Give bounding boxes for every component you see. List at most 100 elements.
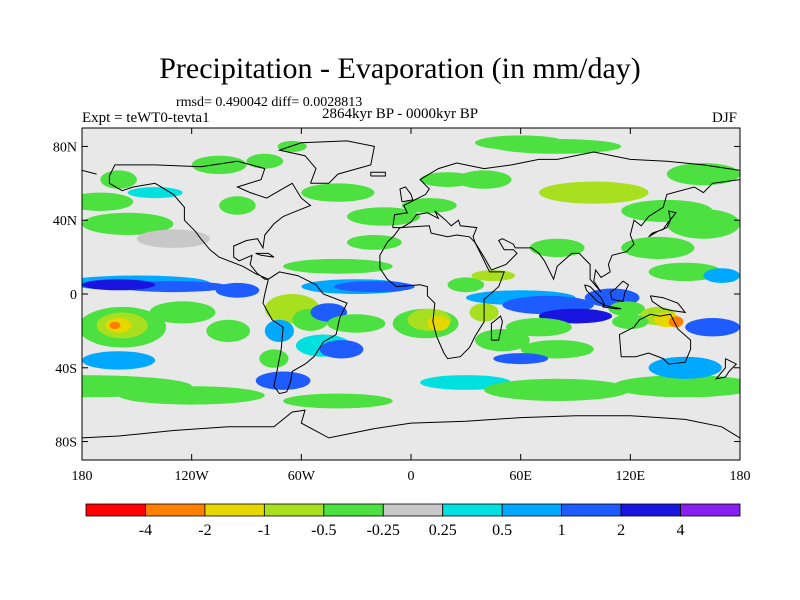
- lon-tick-label: 0: [408, 469, 415, 484]
- colorbar-swatch: [620, 503, 681, 517]
- lon-tick-label: 60W: [288, 469, 316, 484]
- contour-blob: [612, 314, 649, 330]
- contour-blob: [82, 279, 156, 291]
- contour-blob: [118, 386, 265, 405]
- contour-blob: [127, 187, 183, 199]
- coastlines: [82, 140, 740, 439]
- lat-tick-label: 40S: [55, 362, 77, 377]
- coastline: [255, 252, 275, 258]
- colorbar-label: 0.5: [492, 522, 512, 539]
- contour-blob: [191, 155, 247, 175]
- colorbar: -4 -2 -1 -0.5 -0.25 0.25 0.5 1 2 4: [85, 503, 741, 539]
- contour-blob: [347, 207, 421, 226]
- lat-tick-label: 40N: [53, 214, 77, 229]
- colorbar-swatch: [680, 503, 741, 517]
- contour-blob: [608, 301, 645, 317]
- contour-blob: [82, 351, 156, 370]
- contour-blob: [539, 181, 649, 204]
- page-title: Precipitation - Evaporation (in mm/day): [159, 52, 641, 85]
- contour-blob: [493, 139, 622, 154]
- lon-tick-label: 60E: [509, 469, 532, 484]
- longitude-axis: 180 120W 60W 0 60E 120E 180: [72, 128, 751, 484]
- contour-blob: [136, 229, 210, 248]
- colorbar-swatch: [263, 503, 325, 517]
- contour-blob: [100, 170, 137, 189]
- colorbar-label: -0.25: [367, 522, 400, 539]
- lon-tick-label: 180: [72, 469, 93, 484]
- contour-blob: [648, 356, 722, 379]
- contour-blob: [506, 318, 572, 337]
- colorbar-label: 4: [677, 522, 685, 539]
- colorbar-swatch: [442, 503, 503, 517]
- colorbar-label: 1: [558, 522, 566, 539]
- lon-tick-label: 120E: [616, 469, 646, 484]
- colorbar-swatch: [561, 503, 622, 517]
- contour-blob: [475, 329, 530, 352]
- contour-blob: [666, 163, 740, 186]
- coastline: [602, 304, 622, 310]
- map-background: [82, 128, 740, 460]
- coastline: [82, 169, 97, 175]
- lon-tick-label: 180: [730, 469, 751, 484]
- coastline: [609, 280, 630, 302]
- colorbar-label: -2: [198, 522, 211, 539]
- lat-tick-label: 0: [70, 288, 77, 303]
- lon-tick-label: 120W: [175, 469, 210, 484]
- contour-blob: [685, 318, 740, 337]
- coastline: [379, 225, 505, 360]
- season-label: DJF: [712, 110, 738, 126]
- colorbar-label: 0.25: [429, 522, 457, 539]
- contour-blob: [264, 319, 294, 342]
- contour-blob: [255, 371, 311, 390]
- colorbar-swatch: [501, 503, 563, 517]
- latitude-axis: 80N 40N 0 40S 80S: [53, 140, 740, 451]
- lat-tick-label: 80N: [53, 140, 77, 155]
- coastline: [392, 151, 740, 228]
- contour-blob: [301, 183, 375, 202]
- contour-blob: [520, 340, 594, 359]
- lat-tick-label: 80S: [55, 436, 77, 451]
- contour-blob: [666, 209, 740, 239]
- colorbar-swatch: [382, 503, 444, 517]
- contour-blob: [327, 314, 386, 333]
- contour-blob: [447, 277, 485, 293]
- contour-blob: [621, 236, 695, 259]
- experiment-label: Expt = teWT0-tevta1: [82, 110, 210, 126]
- stats-line: rmsd= 0.490042 diff= 0.0028813: [176, 95, 363, 110]
- contour-blob: [219, 196, 256, 215]
- contour-blob: [703, 268, 740, 283]
- coastline: [714, 358, 738, 380]
- contour-blob: [401, 198, 457, 213]
- contour-blob: [82, 192, 134, 211]
- contour-blob: [347, 235, 402, 250]
- colorbar-swatch: [323, 503, 384, 517]
- contour-blob: [612, 375, 740, 398]
- colorbar-label: -4: [139, 522, 152, 539]
- coastline: [399, 186, 414, 203]
- coastline: [108, 160, 312, 280]
- contour-blob: [246, 153, 284, 169]
- contour-blob: [206, 319, 251, 342]
- contour-blob: [427, 316, 450, 331]
- coastline: [262, 271, 348, 395]
- colorbar-swatch: [204, 503, 265, 517]
- contour-blob: [493, 353, 549, 365]
- coastline: [370, 171, 386, 177]
- contour-blob: [529, 238, 585, 258]
- coastline: [392, 179, 740, 293]
- period-label: 2864kyr BP - 0000kyr BP: [322, 106, 479, 122]
- coastline: [82, 409, 740, 439]
- colorbar-label: -0.5: [311, 522, 336, 539]
- contour-blob: [283, 258, 393, 274]
- contour-blob: [259, 349, 289, 368]
- contour-blob: [149, 301, 216, 324]
- contour-fields: [82, 135, 740, 409]
- contour-blob: [456, 170, 512, 189]
- contour-blob: [648, 262, 722, 282]
- colorbar-swatch: [85, 503, 146, 517]
- contour-blob: [283, 393, 393, 409]
- coastline: [277, 140, 375, 184]
- coastline: [648, 210, 677, 238]
- contour-blob: [215, 282, 260, 298]
- contour-blob: [319, 340, 364, 359]
